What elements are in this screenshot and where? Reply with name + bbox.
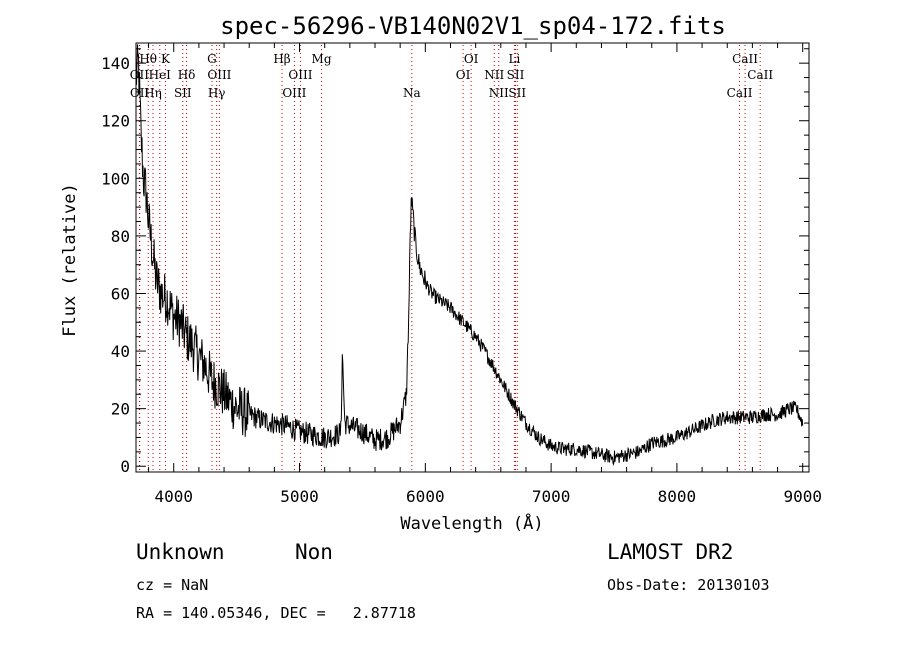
line-marker-label: K [161, 52, 171, 66]
line-marker-label: SII [508, 86, 526, 100]
line-marker-label: Li [508, 52, 520, 66]
line-marker-label: NII [484, 68, 504, 82]
y-tick-label: 120 [101, 112, 130, 131]
x-tick-label: 6000 [406, 487, 445, 506]
line-marker-label: HeI [149, 68, 172, 82]
y-axis-label: Flux (relative) [60, 183, 80, 337]
line-marker-label: OIII [288, 68, 312, 82]
line-marker-label: CaII [747, 68, 773, 82]
line-marker-label: Hθ [139, 52, 157, 66]
plot-frame [135, 42, 810, 473]
x-axis-label: Wavelength (Å) [400, 512, 543, 534]
line-marker-label: Hβ [273, 52, 290, 66]
line-marker-label: CaII [727, 86, 753, 100]
line-marker-label: OI [456, 68, 471, 82]
line-marker-label: CaII [732, 52, 758, 66]
x-axis-ticks: 4000 5000 6000 7000 8000 9000 [148, 43, 822, 506]
line-marker-label: Mg [312, 52, 332, 66]
line-marker-label: Hγ [208, 86, 226, 100]
y-tick-label: 80 [111, 227, 130, 246]
x-tick-label: 7000 [532, 487, 571, 506]
spectrum-trace [135, 44, 804, 466]
line-marker-label: Na [403, 86, 421, 100]
line-marker-label: NII [489, 86, 509, 100]
subclass-text: Non [295, 540, 333, 564]
line-marker-label: Hη [144, 86, 162, 100]
emission-line-markers [138, 45, 761, 470]
line-marker-label: OI [464, 52, 479, 66]
class-text: Unknown [136, 540, 225, 564]
line-marker-label: OIII [282, 86, 306, 100]
y-tick-label: 0 [120, 457, 130, 476]
line-marker-label: OIII [207, 68, 231, 82]
y-tick-label: 100 [101, 169, 130, 188]
line-marker-label: G [207, 52, 217, 66]
line-marker-label: SII [174, 86, 192, 100]
line-marker-label: Hδ [178, 68, 196, 82]
x-tick-label: 9000 [783, 487, 822, 506]
obs-date-text: Obs-Date: 20130103 [607, 576, 770, 594]
y-tick-label: 140 [101, 54, 130, 73]
survey-text: LAMOST DR2 [607, 540, 734, 564]
coordinates-text: RA = 140.05346, DEC = 2.87718 [136, 604, 416, 622]
y-tick-label: 20 [111, 400, 130, 419]
y-axis-ticks: 0 20 40 60 80 100 120 140 [101, 48, 809, 476]
x-tick-label: 4000 [154, 487, 193, 506]
chart-title: spec-56296-VB140N02V1_sp04-172.fits [220, 12, 726, 40]
x-tick-label: 8000 [658, 487, 697, 506]
redshift-text: cz = NaN [136, 576, 209, 594]
y-tick-label: 40 [111, 342, 130, 361]
y-tick-label: 60 [111, 284, 130, 303]
line-marker-label: SII [507, 68, 525, 82]
x-tick-label: 5000 [280, 487, 319, 506]
